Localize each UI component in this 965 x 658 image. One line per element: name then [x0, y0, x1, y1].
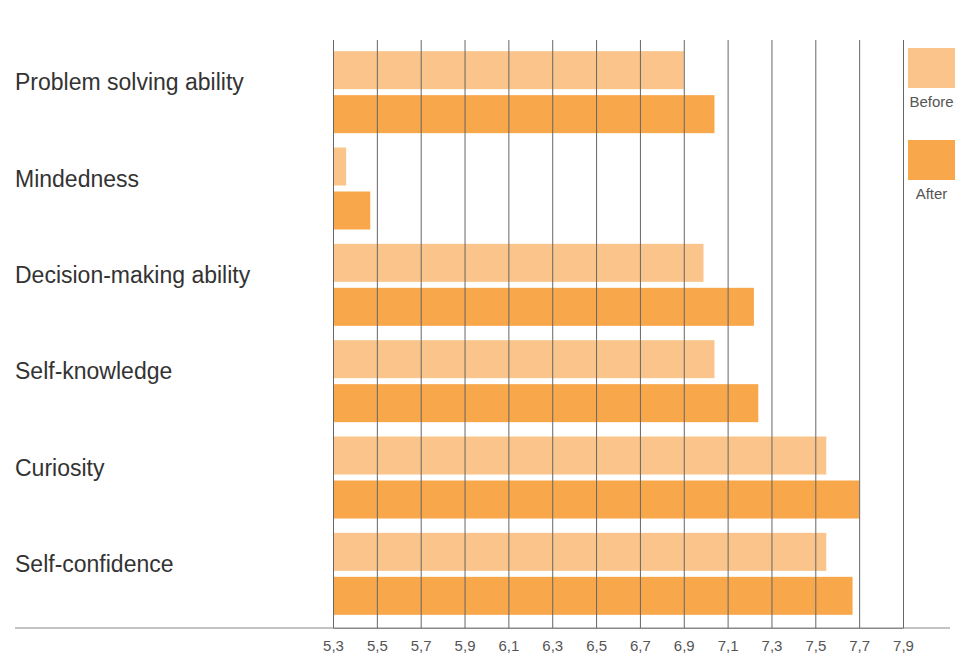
tick-label: 5,9	[455, 637, 476, 654]
grid-line	[552, 40, 553, 628]
grid-line	[333, 40, 334, 628]
bar	[333, 148, 346, 186]
tick: 6,5	[586, 40, 607, 654]
bar	[333, 191, 370, 229]
tick-label: 6,1	[498, 637, 519, 654]
tick: 7,5	[805, 40, 826, 654]
category-label: Problem solving ability	[15, 69, 244, 95]
grid-line	[859, 40, 860, 628]
tick-label: 7,9	[893, 637, 914, 654]
tick: 5,7	[411, 40, 432, 654]
grid-line	[684, 40, 685, 628]
tick-label: 5,7	[411, 637, 432, 654]
category-label: Decision-making ability	[15, 262, 251, 288]
bar	[333, 533, 826, 571]
category-label: Curiosity	[15, 455, 105, 481]
grid-line	[728, 40, 729, 628]
grid-line	[465, 40, 466, 628]
tick-label: 7,3	[762, 637, 783, 654]
grid-line	[771, 40, 772, 628]
chart: 5,3 5,5 5,7 5,9 6,1 6,3 6,5 6,7 6,9 7,1 7,3 7,5 7,7 7…	[0, 0, 965, 658]
tick: 7,9	[893, 40, 914, 654]
tick: 6,1	[498, 40, 519, 654]
tick: 5,9	[455, 40, 476, 654]
tick: 7,7	[849, 40, 870, 654]
legend-label: Before	[909, 93, 953, 110]
bar	[333, 437, 826, 475]
tick-label: 6,3	[542, 637, 563, 654]
bar	[333, 288, 754, 326]
tick-label: 5,5	[367, 637, 388, 654]
category-label: Self-confidence	[15, 551, 174, 577]
category-label: Mindedness	[15, 166, 139, 192]
bar	[333, 340, 714, 378]
bar	[333, 95, 714, 133]
legend: Before After	[908, 48, 955, 202]
grid-line	[815, 40, 816, 628]
axis-line	[334, 628, 904, 629]
tick-label: 7,7	[849, 637, 870, 654]
tick: 7,1	[718, 40, 739, 654]
tick: 7,3	[762, 40, 783, 654]
legend-swatch	[908, 48, 955, 88]
tick: 6,7	[630, 40, 651, 654]
tick: 6,3	[542, 40, 563, 654]
tick-label: 6,9	[674, 637, 695, 654]
legend-label: After	[916, 185, 948, 202]
tick: 5,5	[367, 40, 388, 654]
grid-line	[596, 40, 597, 628]
tick-label: 7,1	[718, 637, 739, 654]
grid-line	[903, 40, 904, 628]
tick-label: 5,3	[323, 637, 344, 654]
grid-line	[508, 40, 509, 628]
category-label: Self-knowledge	[15, 358, 172, 384]
bar	[333, 577, 853, 615]
tick: 5,3	[323, 40, 344, 654]
grid-line	[377, 40, 378, 628]
baseline	[15, 628, 950, 629]
tick: 6,9	[674, 40, 695, 654]
category-labels: Problem solving ability Mindedness Decisio…	[15, 69, 251, 577]
grid-line	[640, 40, 641, 628]
legend-swatch	[908, 140, 955, 180]
bar	[333, 384, 758, 422]
grid-line	[421, 40, 422, 628]
x-axis: 5,3 5,5 5,7 5,9 6,1 6,3 6,5 6,7 6,9 7,1 7,3 7,5 7,7 7…	[323, 40, 914, 654]
bar	[333, 244, 704, 282]
tick-label: 7,5	[805, 637, 826, 654]
tick-label: 6,7	[630, 637, 651, 654]
tick-label: 6,5	[586, 637, 607, 654]
